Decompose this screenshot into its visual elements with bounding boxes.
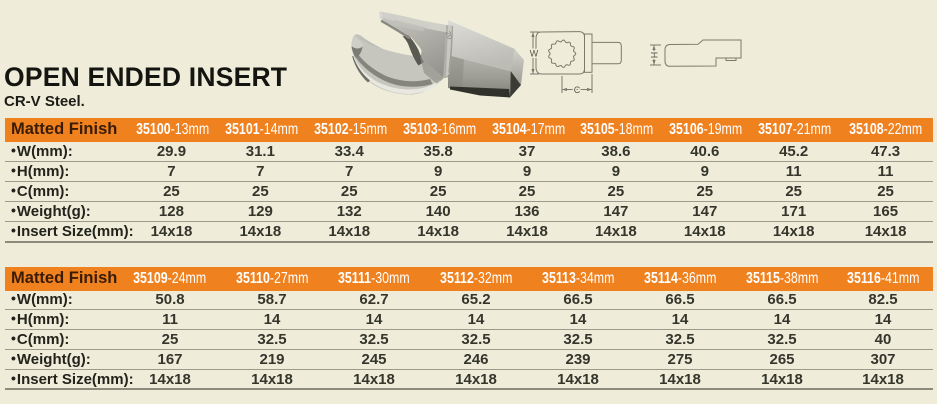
svg-text:W: W <box>530 49 539 59</box>
svg-text:20: 20 <box>444 31 453 41</box>
svg-text:C: C <box>574 85 581 95</box>
svg-text:H: H <box>650 52 660 59</box>
